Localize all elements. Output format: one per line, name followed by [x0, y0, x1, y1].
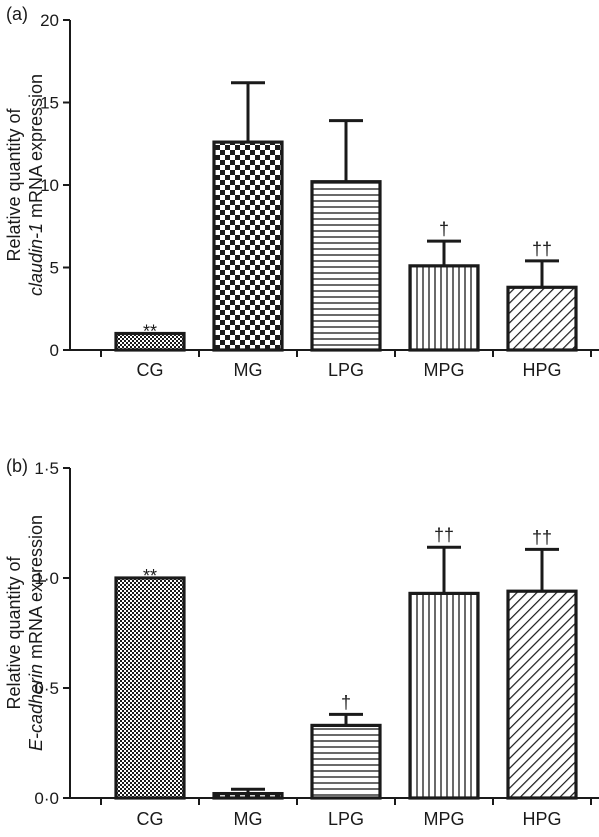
bar-mg [212, 140, 284, 352]
y-axis-title-segment: E-cadherin [26, 664, 46, 751]
bar-mpg [408, 264, 480, 352]
bar-hpg [506, 285, 578, 352]
x-category-label: HPG [522, 360, 561, 380]
y-tick-label: 1·0 [34, 569, 59, 588]
y-axis-title-line-2: E-cadherin mRNA expression [26, 515, 46, 751]
significance-marker: † [439, 219, 449, 239]
y-tick-label: 0·5 [34, 679, 59, 698]
bar-cg [114, 576, 186, 800]
significance-marker: †† [434, 525, 454, 545]
bar-hpg [506, 589, 578, 800]
bar-cg [114, 331, 186, 352]
x-category-label: MPG [423, 809, 464, 829]
x-category-label: CG [137, 809, 164, 829]
x-category-label: HPG [522, 809, 561, 829]
bar-lpg [310, 723, 382, 800]
significance-marker: ** [143, 322, 157, 342]
panel-label: (a) [6, 4, 28, 24]
y-axis-title-segment: Relative quantity of [4, 107, 24, 261]
y-axis-title-segment: mRNA expression [26, 515, 46, 664]
x-category-label: CG [137, 360, 164, 380]
y-axis-title-line-1: Relative quantity of [4, 107, 24, 261]
y-axis-title-segment: Relative quantity of [4, 555, 24, 709]
y-axis-title-segment: mRNA expression [26, 74, 46, 223]
bar-mg [212, 791, 284, 800]
x-category-label: LPG [328, 809, 364, 829]
y-tick-label: 0·0 [34, 789, 59, 808]
significance-marker: † [341, 692, 351, 712]
x-category-label: LPG [328, 360, 364, 380]
y-tick-label: 20 [40, 11, 59, 30]
y-axis-title-line-2: claudin-1 mRNA expression [26, 74, 46, 296]
y-axis-title-line-1: Relative quantity of [4, 555, 24, 709]
bar-lpg [310, 180, 382, 352]
y-axis-title-segment: claudin-1 [26, 223, 46, 296]
x-category-label: MG [234, 809, 263, 829]
y-tick-label: 1·5 [34, 459, 59, 478]
y-tick-label: 5 [50, 259, 59, 278]
panel-label: (b) [6, 456, 28, 476]
y-tick-label: 0 [50, 341, 59, 360]
bar-mpg [408, 591, 480, 800]
significance-marker: †† [532, 239, 552, 259]
x-category-label: MPG [423, 360, 464, 380]
y-tick-label: 10 [40, 176, 59, 195]
significance-marker: †† [532, 527, 552, 547]
significance-marker: ** [143, 566, 157, 586]
y-tick-label: 15 [40, 94, 59, 113]
x-category-label: MG [234, 360, 263, 380]
